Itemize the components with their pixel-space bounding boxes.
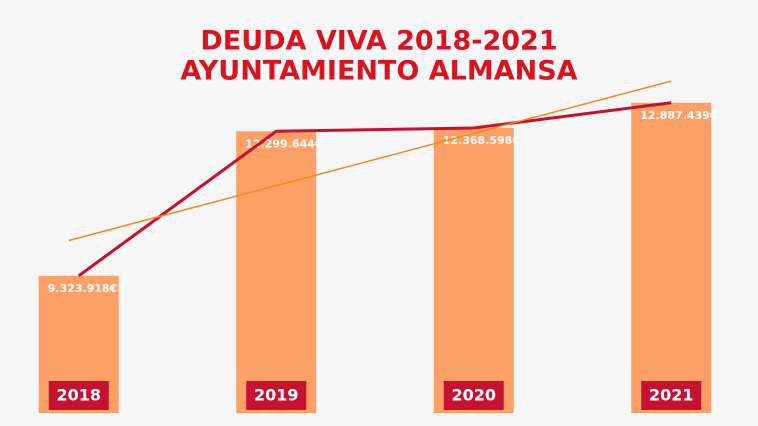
bar	[433, 127, 514, 414]
x-tick-label: 2020	[451, 386, 496, 405]
year-box	[246, 381, 307, 410]
connect-line	[77, 101, 672, 278]
year-box	[48, 381, 109, 410]
value-label: 12.887.439€	[640, 109, 717, 122]
x-tick-label: 2019	[254, 386, 299, 405]
bar	[631, 102, 712, 413]
year-box	[641, 381, 702, 410]
chart-title: DEUDA VIVA 2018-2021	[200, 26, 557, 57]
x-tick-label: 2018	[56, 386, 101, 405]
bar	[236, 131, 317, 413]
x-tick-label: 2021	[649, 386, 694, 405]
year-box	[443, 381, 504, 410]
chart-title: AYUNTAMIENTO ALMANSA	[180, 56, 577, 87]
value-label: 9.323.918€	[48, 282, 118, 295]
trend-line	[68, 80, 672, 242]
value-label: 12.368.598€	[443, 134, 520, 147]
